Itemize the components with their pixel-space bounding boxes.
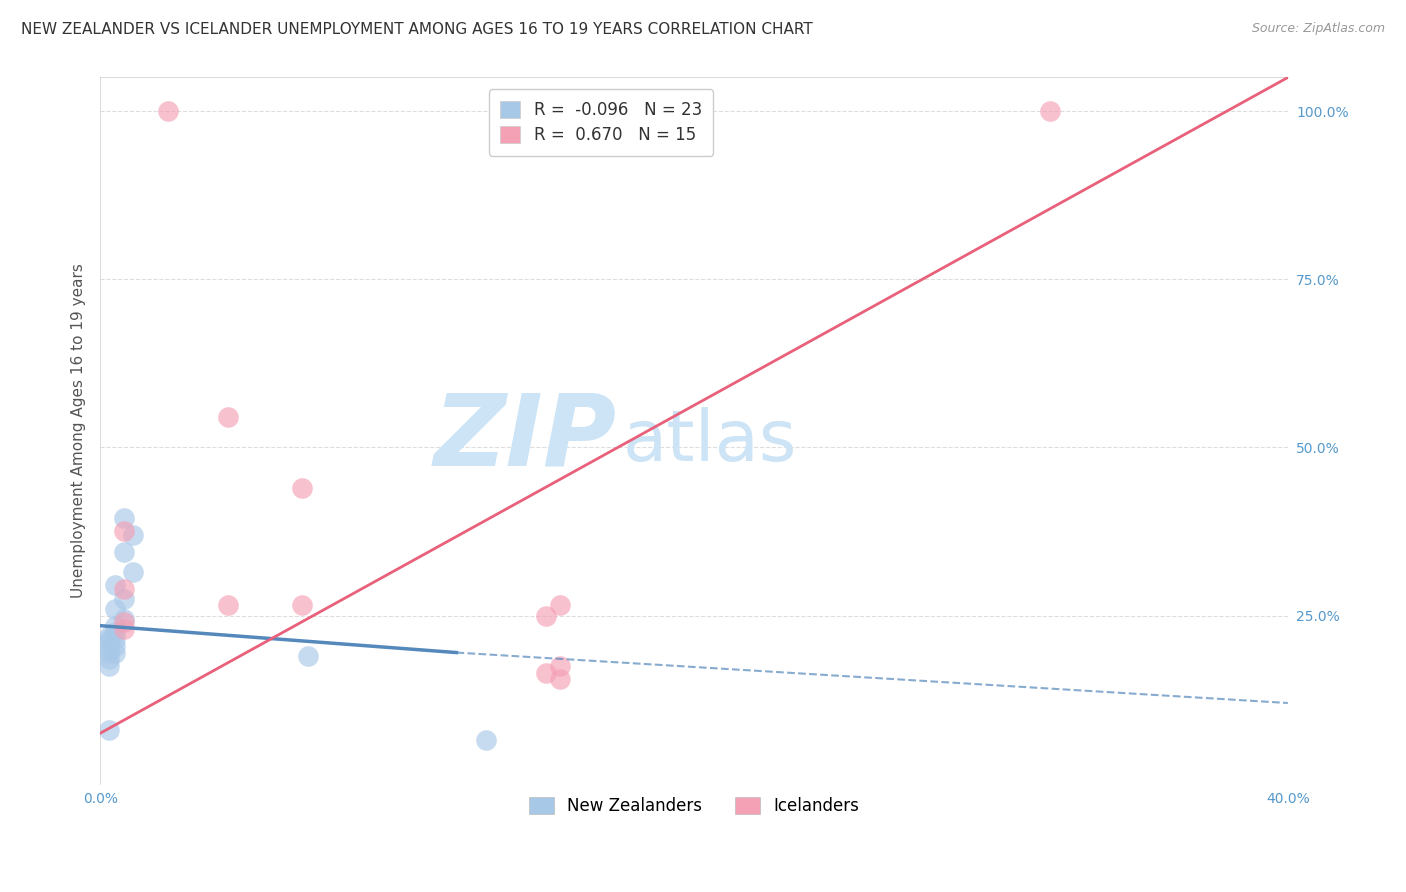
Y-axis label: Unemployment Among Ages 16 to 19 years: Unemployment Among Ages 16 to 19 years [72, 263, 86, 598]
Point [98, 632, 121, 646]
Point [98, 642, 121, 657]
Point [98, 629, 121, 643]
Point [550, 673, 572, 687]
Point [534, 665, 557, 680]
Point [98, 646, 121, 660]
Point [550, 659, 572, 673]
Point [104, 618, 127, 632]
Point [112, 582, 135, 596]
Point [112, 591, 135, 606]
Point [121, 528, 143, 542]
Point [217, 599, 239, 613]
Point [104, 639, 127, 653]
Point [550, 599, 572, 613]
Point [112, 612, 135, 626]
Point [112, 544, 135, 558]
Point [534, 608, 557, 623]
Point [104, 646, 127, 660]
Text: ZIP: ZIP [434, 389, 617, 486]
Point [104, 602, 127, 616]
Point [98, 635, 121, 649]
Text: Source: ZipAtlas.com: Source: ZipAtlas.com [1251, 22, 1385, 36]
Text: NEW ZEALANDER VS ICELANDER UNEMPLOYMENT AMONG AGES 16 TO 19 YEARS CORRELATION CH: NEW ZEALANDER VS ICELANDER UNEMPLOYMENT … [21, 22, 813, 37]
Point [104, 578, 127, 592]
Point [112, 511, 135, 525]
Point [112, 622, 135, 636]
Text: atlas: atlas [623, 407, 797, 475]
Point [112, 524, 135, 539]
Point [157, 104, 180, 119]
Point [121, 565, 143, 579]
Legend: New Zealanders, Icelanders: New Zealanders, Icelanders [519, 787, 869, 825]
Point [98, 723, 121, 737]
Point [475, 733, 498, 747]
Point [112, 615, 135, 630]
Point [104, 632, 127, 646]
Point [291, 599, 314, 613]
Point [297, 648, 319, 663]
Point [98, 652, 121, 666]
Point [291, 481, 314, 495]
Point [104, 625, 127, 640]
Point [1039, 104, 1062, 119]
Point [217, 410, 239, 425]
Point [98, 659, 121, 673]
